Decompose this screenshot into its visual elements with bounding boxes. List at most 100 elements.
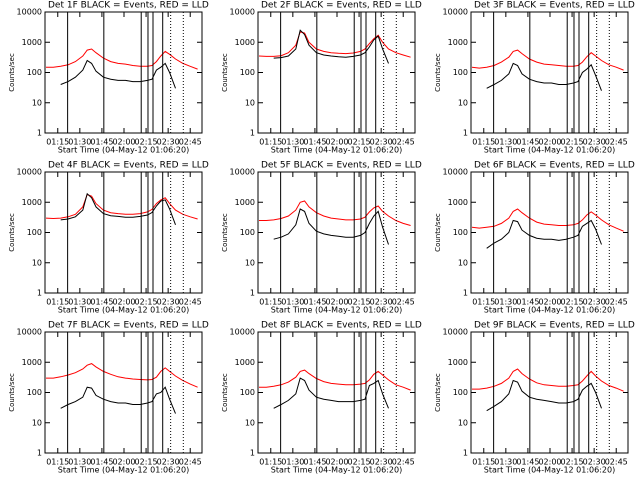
series-line bbox=[45, 193, 198, 220]
chart-title: Det 7F BLACK = Events, RED = LLD bbox=[48, 321, 209, 331]
panel: Det 2F BLACK = Events, RED = LLD 1 10 100 10… bbox=[221, 1, 422, 155]
x-tick-label: 02:00 bbox=[538, 298, 561, 307]
series-line bbox=[471, 208, 624, 232]
series-line bbox=[273, 29, 389, 64]
x-tick-label: 02:30 bbox=[370, 138, 393, 147]
panel: Det 9F BLACK = Events, RED = LLD 1 10 100 10… bbox=[434, 321, 635, 475]
y-tick-label: 100 bbox=[240, 228, 255, 237]
panel: Det 5F BLACK = Events, RED = LLD 1 10 100 10… bbox=[221, 161, 422, 315]
x-tick-label: 02:00 bbox=[112, 298, 135, 307]
x-tick-label: 01:15 bbox=[472, 138, 495, 147]
x-axis-label: Start Time (04-May-12 01:06:20) bbox=[484, 466, 615, 475]
x-tick-label: 02:30 bbox=[583, 458, 606, 467]
x-tick-label: 02:45 bbox=[605, 298, 628, 307]
x-tick-label: 02:00 bbox=[325, 138, 348, 147]
y-axis-label: Counts/sec bbox=[434, 53, 442, 92]
x-axis-label: Start Time (04-May-12 01:06:20) bbox=[271, 306, 402, 315]
x-tick-label: 02:00 bbox=[112, 458, 135, 467]
y-axis-label: Counts/sec bbox=[8, 373, 16, 412]
y-axis-label: Counts/sec bbox=[8, 213, 16, 252]
y-tick-label: 1 bbox=[37, 129, 42, 138]
x-tick-label: 02:45 bbox=[179, 298, 202, 307]
chart-title: Det 6F BLACK = Events, RED = LLD bbox=[474, 161, 635, 171]
x-tick-label: 01:30 bbox=[281, 138, 304, 147]
y-tick-label: 1 bbox=[463, 289, 468, 298]
series-line bbox=[472, 368, 624, 392]
y-tick-label: 1000 bbox=[448, 358, 468, 367]
y-tick-label: 100 bbox=[27, 68, 42, 77]
y-tick-label: 10 bbox=[458, 418, 468, 427]
x-axis-label: Start Time (04-May-12 01:06:20) bbox=[484, 306, 615, 315]
y-tick-label: 10 bbox=[245, 98, 255, 107]
y-tick-label: 1000 bbox=[22, 38, 42, 47]
x-tick-label: 02:30 bbox=[583, 138, 606, 147]
x-axis-label: Start Time (04-May-12 01:06:20) bbox=[58, 146, 189, 155]
chart-title: Det 8F BLACK = Events, RED = LLD bbox=[261, 321, 422, 331]
x-tick-label: 02:00 bbox=[112, 138, 135, 147]
x-tick-label: 02:30 bbox=[370, 458, 393, 467]
series-line bbox=[60, 192, 176, 225]
x-tick-label: 01:45 bbox=[303, 458, 326, 467]
series-line bbox=[273, 208, 389, 245]
series-line bbox=[471, 49, 624, 71]
x-tick-label: 02:15 bbox=[135, 138, 158, 147]
y-tick-label: 10000 bbox=[17, 168, 42, 177]
x-tick-label: 01:45 bbox=[90, 138, 113, 147]
y-tick-label: 1000 bbox=[235, 38, 255, 47]
x-tick-label: 01:30 bbox=[281, 298, 304, 307]
x-tick-label: 01:30 bbox=[281, 458, 304, 467]
x-tick-label: 01:45 bbox=[90, 298, 113, 307]
y-tick-label: 10 bbox=[458, 98, 468, 107]
x-tick-label: 01:15 bbox=[46, 298, 69, 307]
y-tick-label: 1 bbox=[250, 289, 255, 298]
series-line bbox=[258, 31, 411, 58]
y-tick-label: 10000 bbox=[17, 8, 42, 17]
panel: Det 1F BLACK = Events, RED = LLD 1 10 100 10… bbox=[8, 1, 209, 155]
series-line bbox=[60, 386, 176, 414]
y-axis-label: Counts/sec bbox=[221, 53, 229, 92]
x-tick-label: 01:15 bbox=[46, 458, 69, 467]
x-tick-label: 02:00 bbox=[325, 298, 348, 307]
panel: Det 3F BLACK = Events, RED = LLD 1 10 100 10… bbox=[434, 1, 635, 155]
x-tick-label: 01:45 bbox=[303, 138, 326, 147]
x-tick-label: 02:15 bbox=[348, 138, 371, 147]
x-tick-label: 02:00 bbox=[325, 458, 348, 467]
panel: Det 8F BLACK = Events, RED = LLD 1 10 100 10… bbox=[221, 321, 422, 475]
y-axis-label: Counts/sec bbox=[221, 213, 229, 252]
x-tick-label: 02:00 bbox=[538, 458, 561, 467]
x-tick-label: 02:30 bbox=[157, 458, 180, 467]
y-tick-label: 100 bbox=[27, 228, 42, 237]
x-tick-label: 02:45 bbox=[392, 298, 415, 307]
x-tick-label: 01:15 bbox=[259, 298, 282, 307]
y-tick-label: 10000 bbox=[443, 328, 468, 337]
x-tick-label: 02:15 bbox=[561, 458, 584, 467]
y-tick-label: 10 bbox=[245, 258, 255, 267]
x-tick-label: 02:15 bbox=[348, 298, 371, 307]
y-tick-label: 10000 bbox=[230, 168, 255, 177]
x-tick-label: 02:30 bbox=[157, 138, 180, 147]
panel: Det 6F BLACK = Events, RED = LLD 1 10 100 10… bbox=[434, 161, 635, 315]
y-tick-label: 10 bbox=[32, 418, 42, 427]
x-tick-label: 01:30 bbox=[494, 298, 517, 307]
chart-title: Det 2F BLACK = Events, RED = LLD bbox=[261, 1, 422, 11]
y-tick-label: 10 bbox=[32, 258, 42, 267]
panel: Det 7F BLACK = Events, RED = LLD 1 10 100 10… bbox=[8, 321, 209, 475]
chart-title: Det 3F BLACK = Events, RED = LLD bbox=[474, 1, 635, 11]
y-tick-label: 100 bbox=[240, 68, 255, 77]
x-tick-label: 01:30 bbox=[68, 138, 91, 147]
chart-title: Det 1F BLACK = Events, RED = LLD bbox=[48, 1, 209, 11]
y-tick-label: 1000 bbox=[22, 358, 42, 367]
x-tick-label: 02:15 bbox=[561, 298, 584, 307]
x-tick-label: 01:45 bbox=[303, 298, 326, 307]
y-tick-label: 1000 bbox=[448, 38, 468, 47]
y-tick-label: 100 bbox=[453, 388, 468, 397]
x-axis-label: Start Time (04-May-12 01:06:20) bbox=[271, 146, 402, 155]
y-tick-label: 10000 bbox=[230, 328, 255, 337]
x-tick-label: 02:30 bbox=[157, 298, 180, 307]
chart-title: Det 4F BLACK = Events, RED = LLD bbox=[48, 161, 209, 171]
x-tick-label: 01:30 bbox=[68, 298, 91, 307]
y-tick-label: 100 bbox=[453, 228, 468, 237]
x-tick-label: 01:15 bbox=[472, 298, 495, 307]
x-tick-label: 01:15 bbox=[259, 138, 282, 147]
